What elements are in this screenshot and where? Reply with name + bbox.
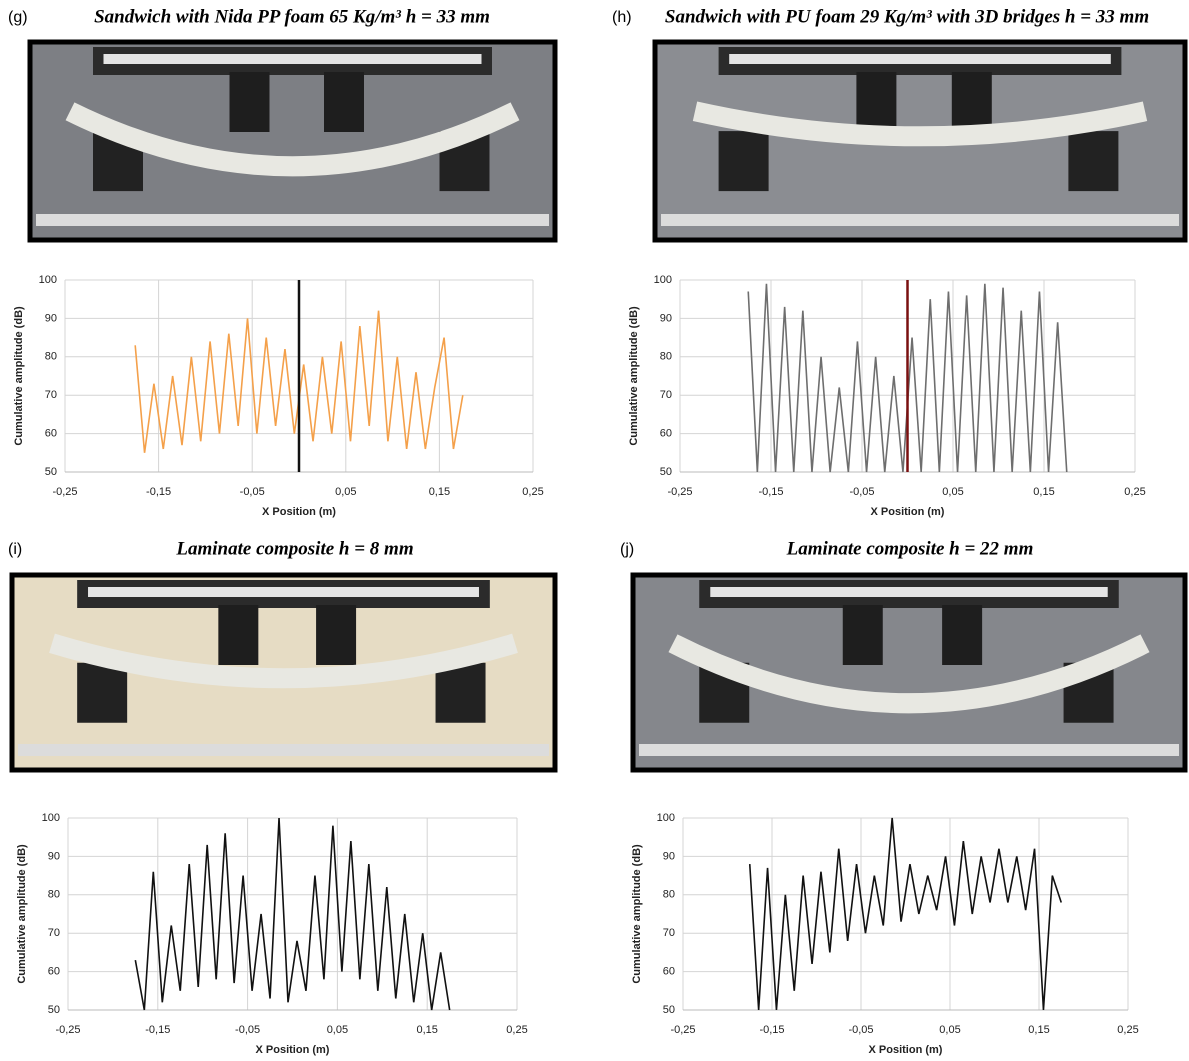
y-tick-label: 100: [654, 274, 672, 286]
x-tick-label: -0,15: [759, 1024, 784, 1036]
x-axis-label: X Position (m): [262, 506, 336, 518]
photo-beam: [49, 633, 518, 689]
y-tick-label: 60: [660, 428, 672, 440]
x-tick-label: 0,05: [939, 1024, 960, 1036]
x-tick-label: 0,25: [522, 486, 543, 498]
x-tick-label: 0,25: [1117, 1024, 1138, 1036]
y-tick-label: 50: [45, 466, 57, 478]
y-tick-label: 70: [660, 389, 672, 401]
x-tick-label: 0,25: [1124, 486, 1145, 498]
photo-ruler: [88, 587, 479, 597]
data-line: [134, 817, 451, 1011]
y-tick-label: 100: [42, 812, 60, 824]
x-tick-label: 0,15: [1033, 486, 1054, 498]
y-tick-label: 90: [48, 850, 60, 862]
x-tick-label: 0,25: [506, 1024, 527, 1036]
photo-loader: [218, 605, 259, 665]
photo-support: [77, 662, 128, 723]
y-tick-label: 60: [663, 966, 675, 978]
data-line: [748, 817, 1063, 1011]
x-tick-label: -0,25: [667, 486, 692, 498]
photo-ruler: [729, 54, 1111, 64]
photo-loader: [842, 605, 883, 665]
photo-loader: [324, 72, 364, 132]
photo-ruler: [36, 214, 549, 226]
photo-ruler: [103, 54, 482, 64]
y-tick-label: 50: [48, 1004, 60, 1016]
x-tick-label: -0,15: [146, 486, 171, 498]
y-tick-label: 90: [663, 850, 675, 862]
panel-title: Laminate composite h = 22 mm: [786, 538, 1034, 559]
photo-loader: [229, 72, 270, 132]
photo-support: [1068, 131, 1119, 192]
y-tick-label: 50: [660, 466, 672, 478]
x-tick-label: -0,25: [670, 1024, 695, 1036]
x-tick-label: 0,15: [416, 1024, 437, 1036]
x-tick-label: -0,05: [849, 486, 874, 498]
y-axis-label: Cumulative amplitude (dB): [628, 306, 640, 446]
panel-title: Laminate composite h = 8 mm: [175, 538, 413, 559]
x-tick-label: 0,15: [429, 486, 450, 498]
panel-label: (h): [612, 9, 632, 26]
y-tick-label: 70: [663, 927, 675, 939]
panel-title: Sandwich with PU foam 29 Kg/m³ with 3D b…: [665, 6, 1149, 27]
photo-ruler: [18, 744, 549, 756]
photo-loader: [942, 605, 983, 665]
photo-loader: [951, 72, 992, 132]
photo-beam: [65, 102, 520, 177]
y-axis-label: Cumulative amplitude (dB): [13, 306, 25, 446]
y-axis-label: Cumulative amplitude (dB): [16, 844, 28, 984]
x-axis-label: X Position (m): [871, 506, 945, 518]
y-tick-label: 80: [663, 889, 675, 901]
x-tick-label: -0,05: [240, 486, 265, 498]
panel-label: (i): [8, 541, 22, 558]
panel: (g) Sandwich with Nida PP foam 65 Kg/m³ h…: [8, 6, 558, 518]
photo-support: [435, 662, 486, 723]
panel: (j) Laminate composite h = 22 mm 50 60 70 80 9…: [620, 538, 1188, 1056]
y-tick-label: 50: [663, 1004, 675, 1016]
photo-beam: [692, 101, 1148, 147]
y-axis-label: Cumulative amplitude (dB): [631, 844, 643, 984]
x-tick-label: 0,05: [942, 486, 963, 498]
photo-loader: [316, 605, 357, 665]
photo-ruler: [710, 587, 1108, 597]
panel: (h) Sandwich with PU foam 29 Kg/m³ with 3…: [612, 6, 1188, 518]
photo-loader: [856, 72, 897, 132]
photo-beam: [668, 634, 1150, 714]
y-tick-label: 70: [45, 389, 57, 401]
x-tick-label: 0,15: [1028, 1024, 1049, 1036]
panel: (i) Laminate composite h = 8 mm 50 60 70 80 90…: [8, 538, 558, 1056]
x-axis-label: X Position (m): [256, 1044, 330, 1056]
y-tick-label: 70: [48, 927, 60, 939]
y-tick-label: 80: [48, 889, 60, 901]
panel-label: (j): [620, 541, 634, 558]
x-tick-label: -0,05: [235, 1024, 260, 1036]
panel-label: (g): [8, 9, 28, 26]
x-tick-label: -0,05: [848, 1024, 873, 1036]
y-tick-label: 90: [45, 312, 57, 324]
x-tick-label: -0,25: [52, 486, 77, 498]
panel-title: Sandwich with Nida PP foam 65 Kg/m³ h = …: [94, 6, 490, 27]
y-tick-label: 60: [48, 966, 60, 978]
x-tick-label: 0,05: [335, 486, 356, 498]
y-tick-label: 80: [45, 351, 57, 363]
x-axis-label: X Position (m): [869, 1044, 943, 1056]
x-tick-label: -0,15: [758, 486, 783, 498]
x-tick-label: -0,15: [145, 1024, 170, 1036]
x-tick-label: 0,05: [327, 1024, 348, 1036]
y-tick-label: 80: [660, 351, 672, 363]
y-tick-label: 100: [657, 812, 675, 824]
photo-ruler: [639, 744, 1179, 756]
y-tick-label: 100: [39, 274, 57, 286]
photo-ruler: [661, 214, 1179, 226]
y-tick-label: 90: [660, 312, 672, 324]
photo-support: [718, 131, 769, 192]
x-tick-label: -0,25: [55, 1024, 80, 1036]
y-tick-label: 60: [45, 428, 57, 440]
